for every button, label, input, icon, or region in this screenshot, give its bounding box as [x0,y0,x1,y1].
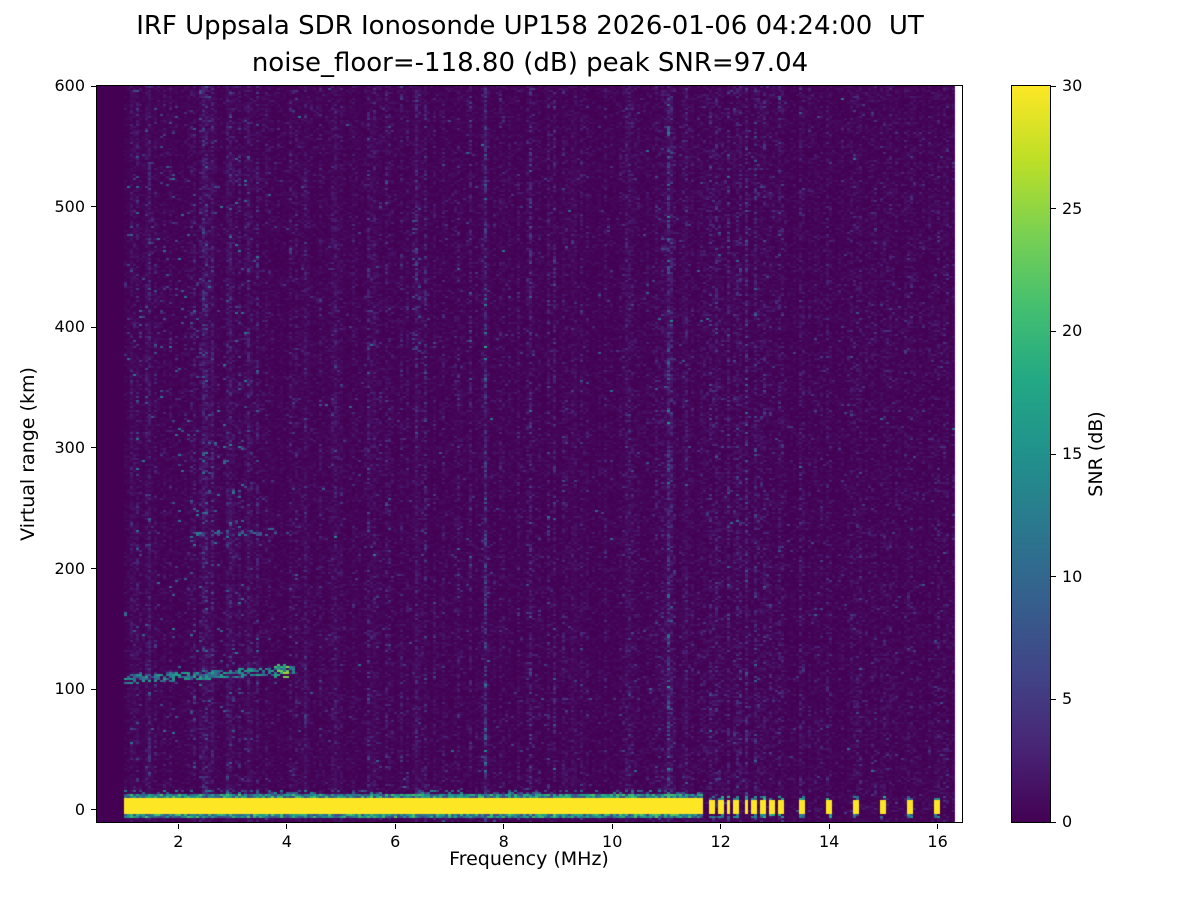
colorbar-tick-mark [1051,821,1056,823]
x-tick-mark [611,824,613,829]
colorbar-tick-label: 0 [1062,812,1073,831]
x-axis-label: Frequency (MHz) [449,848,609,870]
colorbar-tick-mark [1051,208,1056,210]
x-tick-mark [503,824,505,829]
colorbar-tick-mark [1051,453,1056,455]
colorbar-tick-mark [1051,330,1056,332]
colorbar-tick-label: 5 [1062,689,1073,709]
x-tick-mark [828,824,830,829]
y-tick-mark [91,85,96,87]
x-tick-label: 8 [498,832,509,851]
x-tick-mark [286,824,288,829]
x-tick-mark [394,824,396,829]
x-tick-label: 6 [390,832,401,851]
x-tick-label: 16 [927,832,948,851]
y-tick-mark [91,809,96,811]
y-axis-label: Virtual range (km) [17,367,39,541]
chart-title-line2: noise_floor=-118.80 (dB) peak SNR=97.04 [251,48,809,78]
x-tick-mark [720,824,722,829]
y-tick-label: 300 [54,437,85,457]
y-tick-label: 200 [54,558,85,578]
colorbar-gradient [1012,86,1050,822]
y-tick-label: 0 [74,799,85,819]
x-tick-mark [937,824,939,829]
x-tick-label: 14 [818,832,840,851]
colorbar-tick-label: 30 [1062,76,1083,95]
colorbar-tick-mark [1051,698,1056,700]
y-tick-mark [91,447,96,449]
x-tick-label: 2 [173,832,184,851]
y-tick-label: 600 [54,76,85,95]
chart-title-line1: IRF Uppsala SDR Ionosonde UP158 2026-01-… [136,11,924,41]
x-tick-mark [177,824,179,829]
y-tick-label: 100 [54,679,85,699]
colorbar-tick-mark [1051,576,1056,578]
chart-title: IRF Uppsala SDR Ionosonde UP158 2026-01-… [97,8,963,82]
colorbar-label: SNR (dB) [1085,411,1107,497]
colorbar-tick-label: 10 [1062,566,1083,586]
plot-area: 2 4 6 8 10 12 14 16 0 100 200 300 400 500 600 Virtual… [17,76,963,870]
y-tick-label: 400 [54,317,85,337]
x-tick-label: 10 [602,832,623,851]
y-tick-label: 500 [54,196,85,216]
y-tick-mark [91,206,96,208]
y-tick-mark [91,326,96,328]
y-tick-mark [91,568,96,570]
colorbar-tick-label: 25 [1062,198,1083,218]
y-tick-mark [91,688,96,690]
x-tick-label: 12 [710,832,731,851]
colorbar-tick-label: 20 [1062,321,1083,341]
x-tick-label: 4 [281,832,292,851]
colorbar-tick-label: 15 [1062,444,1083,463]
colorbar-tick-mark [1051,85,1056,87]
heatmap-canvas [97,86,962,822]
colorbar: 0 5 10 15 20 25 30 SNR (dB) [1011,76,1107,831]
